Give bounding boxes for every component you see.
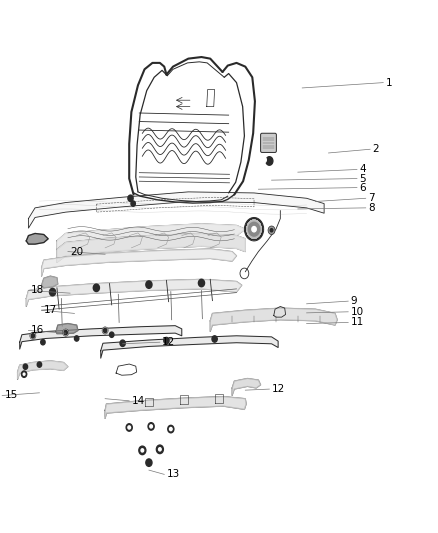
Text: 15: 15 [4,391,18,400]
Text: 12: 12 [272,384,285,394]
Circle shape [21,371,27,377]
Text: 12: 12 [162,337,175,347]
Circle shape [262,157,266,163]
Polygon shape [18,361,68,379]
Circle shape [139,446,146,455]
Circle shape [102,327,108,334]
Circle shape [126,424,132,431]
Polygon shape [57,233,245,262]
Text: 10: 10 [350,307,364,317]
Circle shape [120,340,125,346]
Circle shape [270,229,273,232]
Circle shape [30,333,35,339]
Circle shape [93,284,99,292]
Polygon shape [210,308,337,332]
Circle shape [41,340,45,345]
Text: 18: 18 [31,286,44,295]
Circle shape [168,425,174,433]
Circle shape [131,201,135,206]
Text: 8: 8 [368,203,374,213]
Polygon shape [56,324,78,334]
Circle shape [23,373,25,375]
Text: 7: 7 [368,193,374,203]
Circle shape [128,195,133,201]
Text: 20: 20 [70,247,83,256]
Circle shape [63,329,68,336]
Circle shape [110,332,114,337]
Text: 17: 17 [44,305,57,315]
Circle shape [148,423,154,430]
Circle shape [159,448,161,451]
Circle shape [150,425,152,428]
Text: 5: 5 [359,174,366,183]
Circle shape [212,336,217,342]
Circle shape [74,336,79,341]
Circle shape [49,288,56,296]
Text: 14: 14 [131,396,145,406]
Circle shape [156,445,163,454]
Polygon shape [28,192,324,228]
Circle shape [23,364,28,369]
Polygon shape [57,224,245,249]
Circle shape [266,157,273,165]
Text: 4: 4 [359,165,366,174]
Polygon shape [42,249,237,276]
Polygon shape [101,336,278,358]
Polygon shape [26,233,48,244]
Circle shape [164,337,169,344]
Text: 13: 13 [166,470,180,479]
FancyBboxPatch shape [261,133,276,152]
Polygon shape [26,279,242,306]
Text: 16: 16 [31,326,44,335]
Circle shape [198,279,205,287]
Polygon shape [42,276,58,288]
Circle shape [141,449,144,452]
Text: 9: 9 [350,296,357,306]
Text: 2: 2 [372,144,379,154]
Circle shape [146,281,152,288]
Circle shape [252,227,256,232]
Text: 1: 1 [385,78,392,87]
Polygon shape [105,397,246,418]
Text: 6: 6 [359,183,366,192]
Text: 11: 11 [350,318,364,327]
Circle shape [170,427,172,431]
Polygon shape [232,378,261,395]
Circle shape [248,222,260,236]
Circle shape [146,459,152,466]
Circle shape [244,217,264,241]
Circle shape [128,426,131,429]
Polygon shape [20,326,182,349]
Circle shape [37,362,42,367]
Circle shape [268,226,275,235]
